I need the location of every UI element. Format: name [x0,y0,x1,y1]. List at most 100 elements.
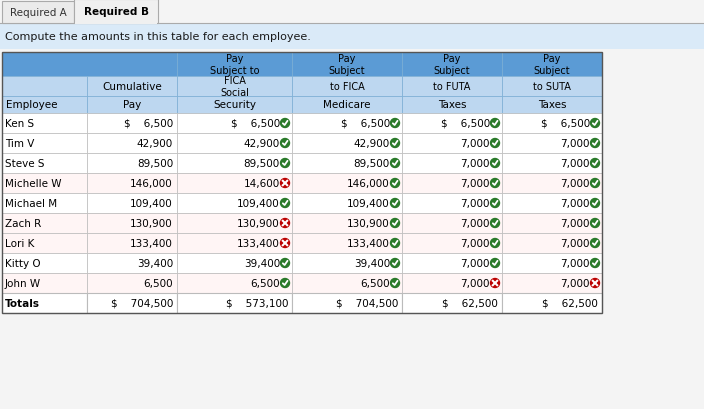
Text: 130,900: 130,900 [347,218,390,229]
Text: Tim V: Tim V [5,139,34,148]
Text: Kitty O: Kitty O [5,258,41,268]
Bar [0,50,704,53]
Bar [292,53,402,77]
Circle shape [591,219,600,228]
Circle shape [391,139,399,148]
Text: Employee: Employee [6,100,58,110]
Circle shape [280,199,289,208]
Text: $    62,500: $ 62,500 [542,298,598,308]
Bar [177,234,292,254]
Bar [87,154,177,173]
Bar [402,134,502,154]
Bar [87,213,177,234]
Text: 7,000: 7,000 [560,198,590,209]
Bar [402,273,502,293]
Text: 7,000: 7,000 [560,179,590,189]
Text: Totals: Totals [5,298,40,308]
Text: 7,000: 7,000 [560,278,590,288]
Circle shape [280,139,289,148]
Bar [87,97,177,114]
Text: $    62,500: $ 62,500 [442,298,498,308]
Text: Required A: Required A [10,8,66,18]
Bar [0,0,704,24]
Bar [177,293,292,313]
Bar [292,154,402,173]
Text: 7,000: 7,000 [560,238,590,248]
Circle shape [391,239,399,248]
Text: 7,000: 7,000 [460,238,490,248]
Circle shape [391,219,399,228]
Text: 133,400: 133,400 [347,238,390,248]
Bar [2,293,87,313]
Bar [0,24,704,50]
Bar [502,53,602,77]
Circle shape [491,259,500,268]
Text: 6,500: 6,500 [251,278,280,288]
Text: to FICA: to FICA [329,82,365,92]
Bar [177,134,292,154]
Bar [292,77,402,97]
Text: 7,000: 7,000 [460,159,490,169]
Text: 6,500: 6,500 [144,278,173,288]
Bar [2,2,74,24]
Bar [502,193,602,213]
Text: Taxes: Taxes [538,100,566,110]
Text: Lori K: Lori K [5,238,34,248]
Text: Zach R: Zach R [5,218,42,229]
Text: 7,000: 7,000 [460,258,490,268]
Text: 146,000: 146,000 [347,179,390,189]
Text: Pay
Subject: Pay Subject [434,54,470,76]
Circle shape [280,119,289,128]
Text: $    6,500: $ 6,500 [541,119,590,129]
Circle shape [591,259,600,268]
Text: 7,000: 7,000 [560,139,590,148]
Text: 109,400: 109,400 [237,198,280,209]
Text: 89,500: 89,500 [353,159,390,169]
Bar [177,273,292,293]
Text: $    704,500: $ 704,500 [111,298,173,308]
Circle shape [391,199,399,208]
Bar [2,273,87,293]
Circle shape [391,279,399,288]
Circle shape [491,239,500,248]
Text: Security: Security [213,100,256,110]
Bar [402,53,502,77]
Bar [177,213,292,234]
Text: 42,900: 42,900 [353,139,390,148]
Text: John W: John W [5,278,41,288]
Circle shape [280,219,289,228]
Text: $    704,500: $ 704,500 [336,298,398,308]
Bar [87,234,177,254]
Text: Taxes: Taxes [438,100,466,110]
Text: Pay
Subject to: Pay Subject to [210,54,259,76]
Bar [402,293,502,313]
Text: Required B: Required B [84,7,149,17]
Text: 42,900: 42,900 [137,139,173,148]
Bar [402,77,502,97]
Text: 7,000: 7,000 [460,198,490,209]
Bar [402,173,502,193]
Text: 130,900: 130,900 [130,218,173,229]
Circle shape [491,199,500,208]
Bar [292,114,402,134]
Bar [402,254,502,273]
Circle shape [591,159,600,168]
Text: 7,000: 7,000 [460,139,490,148]
Text: Compute the amounts in this table for each employee.: Compute the amounts in this table for ea… [5,32,311,42]
Text: 7,000: 7,000 [460,179,490,189]
Bar [502,114,602,134]
Bar [502,134,602,154]
Text: $    6,500: $ 6,500 [124,119,173,129]
Bar [402,97,502,114]
Bar [177,193,292,213]
Bar [2,134,87,154]
Text: 146,000: 146,000 [130,179,173,189]
Bar [87,77,177,97]
Bar [292,293,402,313]
Bar [177,97,292,114]
Text: 130,900: 130,900 [237,218,280,229]
Circle shape [491,219,500,228]
Circle shape [591,139,600,148]
Text: 133,400: 133,400 [130,238,173,248]
Text: $    573,100: $ 573,100 [225,298,288,308]
